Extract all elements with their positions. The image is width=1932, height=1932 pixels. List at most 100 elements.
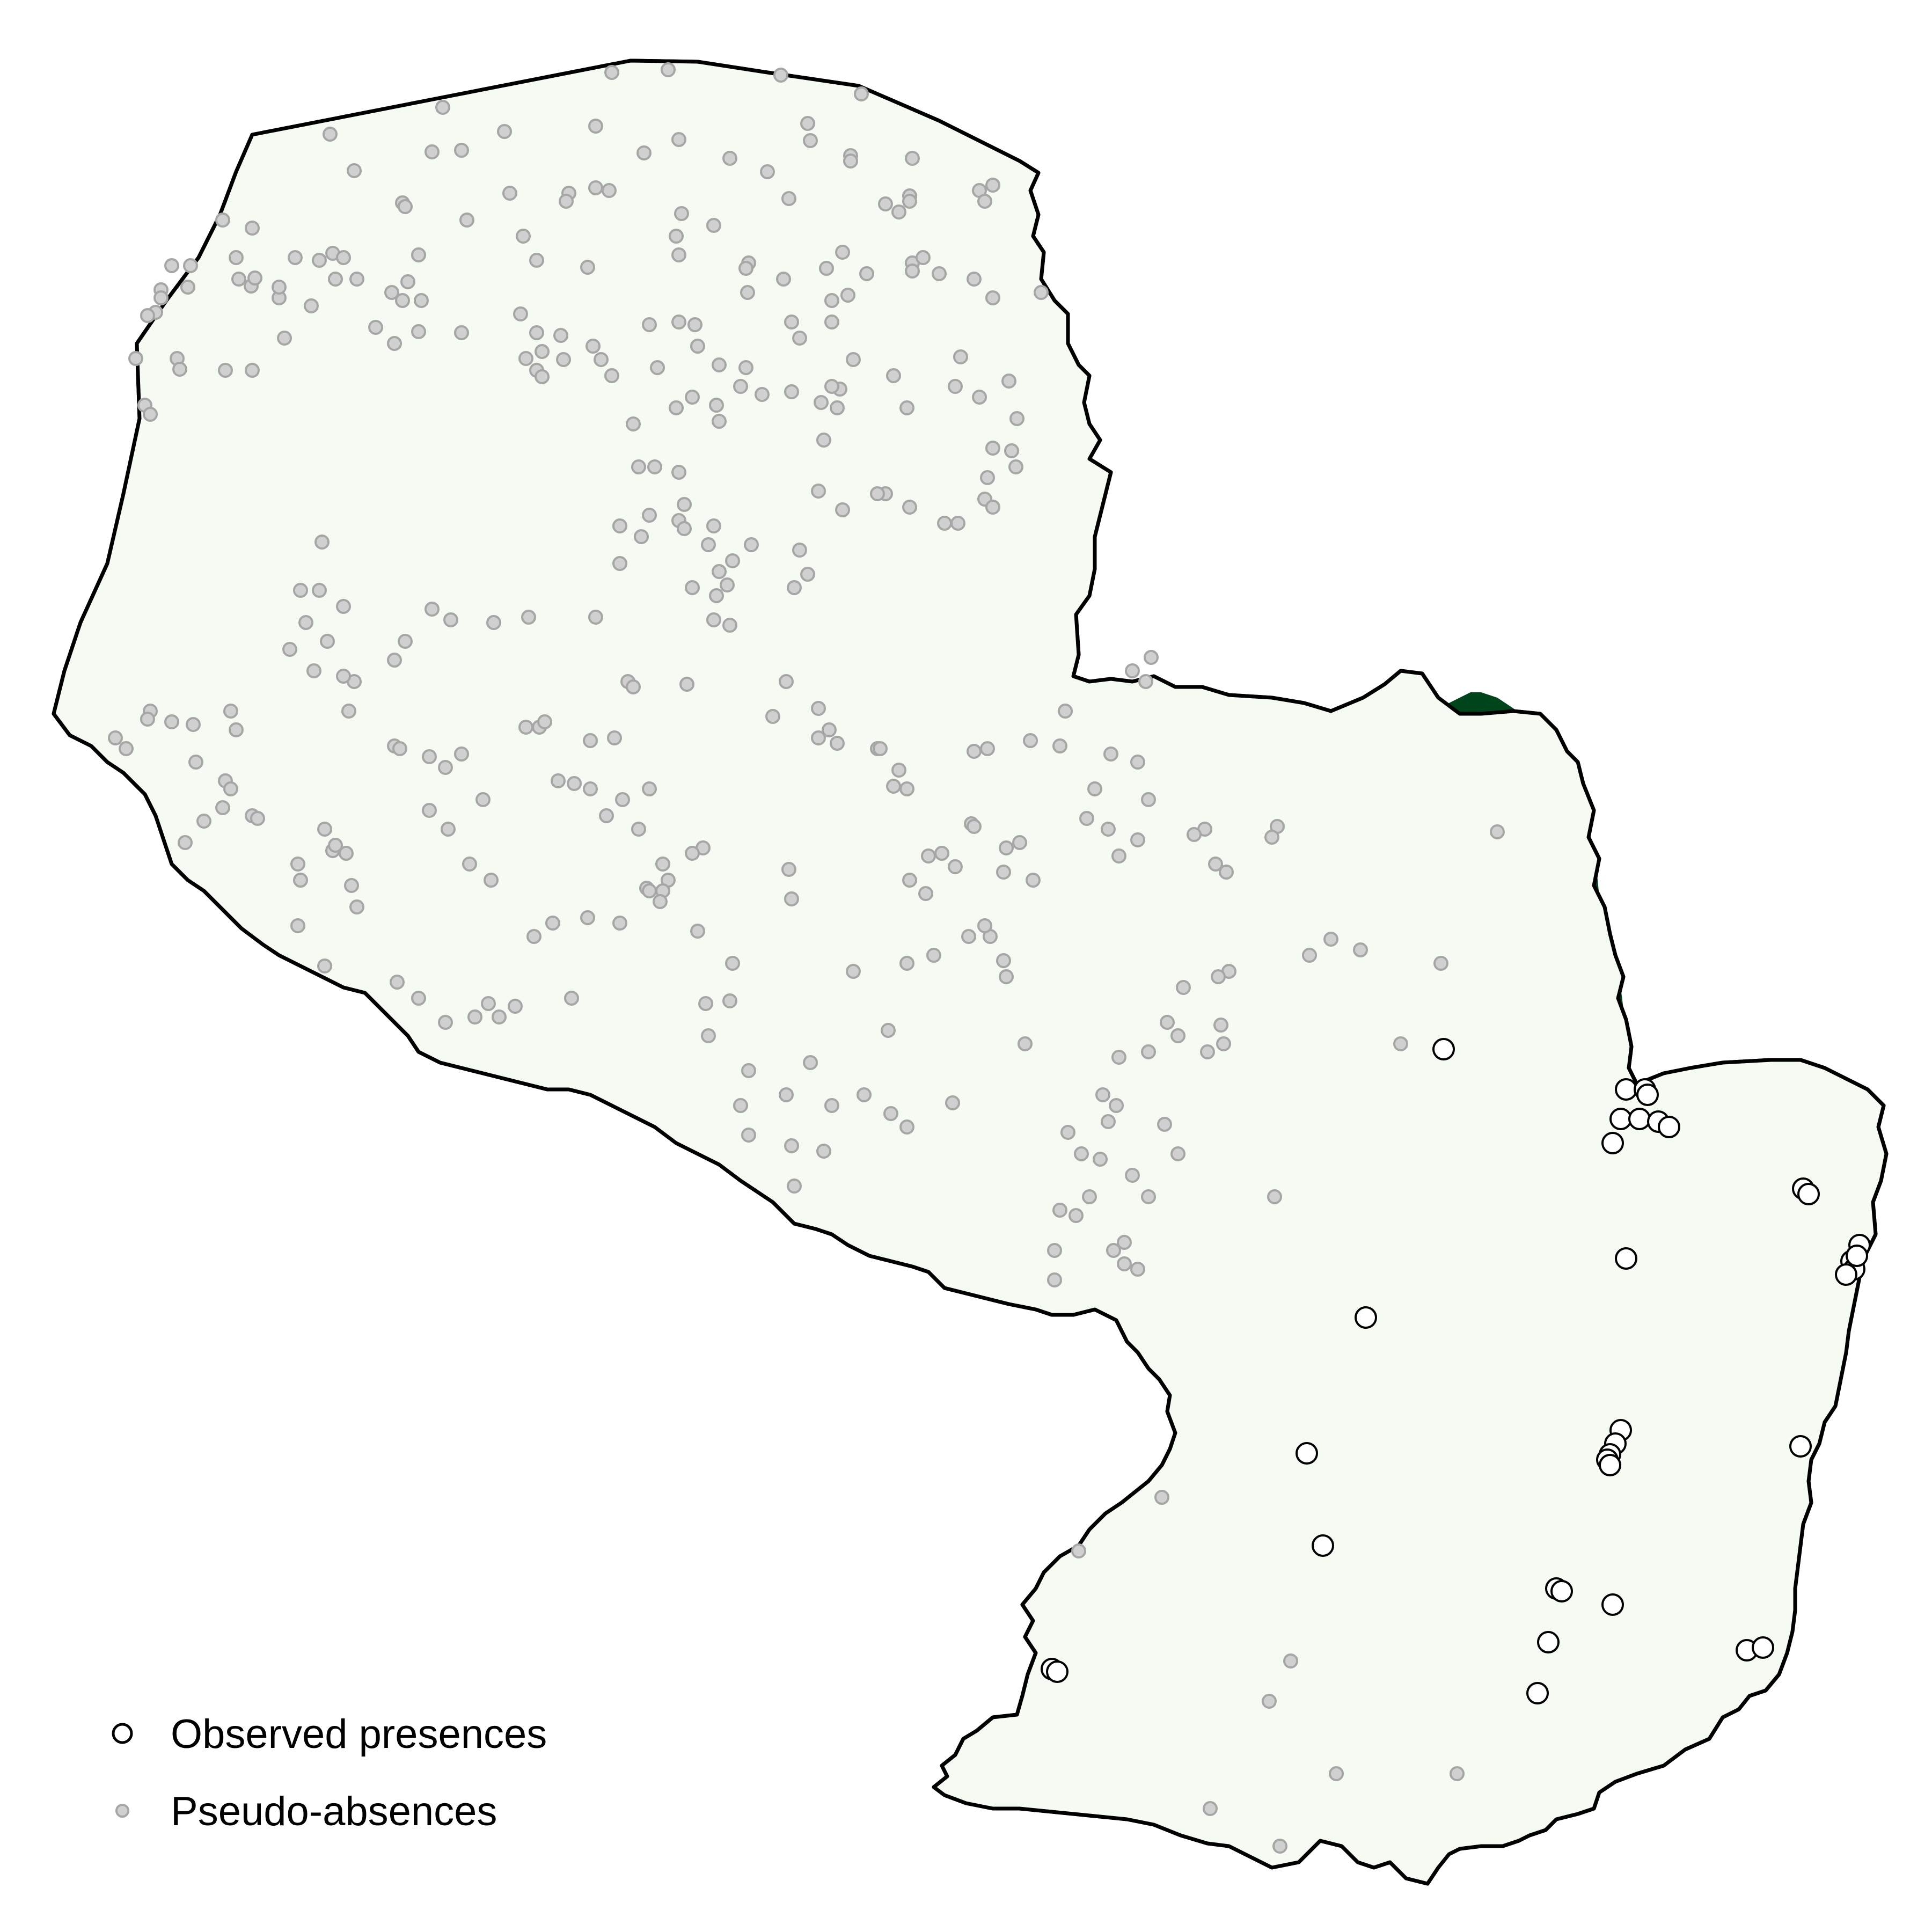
observed-presence-points	[1041, 1038, 1871, 1704]
pseudo-absence-point	[824, 379, 839, 394]
pseudo-absence-point	[967, 744, 982, 759]
pseudo-absence-point	[634, 529, 649, 544]
pseudo-absence-point	[899, 956, 914, 971]
pseudo-absence-point	[1012, 835, 1027, 850]
pseudo-absence-point	[972, 390, 987, 405]
pseudo-absence-point	[186, 717, 201, 732]
pseudo-absence-point	[1111, 1050, 1126, 1065]
pseudo-absence-point	[1001, 374, 1016, 389]
pseudo-absence-point	[588, 119, 603, 134]
pseudo-absence-point	[661, 62, 676, 77]
pseudo-absence-point	[899, 1119, 914, 1135]
pseudo-absence-point	[811, 484, 826, 499]
pseudo-absence-point	[816, 433, 831, 448]
pseudo-absence-point	[1130, 1262, 1145, 1277]
pseudo-absence-point	[784, 314, 799, 330]
pseudo-absence-point	[395, 293, 410, 308]
pseudo-absence-point	[784, 891, 799, 906]
pseudo-absence-point	[1060, 1125, 1075, 1140]
pseudo-absence-point	[738, 360, 753, 375]
pseudo-absence-point	[336, 669, 351, 684]
pseudo-absence-point	[1052, 738, 1067, 753]
pseudo-absence-point	[140, 308, 155, 323]
pseudo-absence-point	[1216, 1036, 1231, 1051]
pseudo-absence-point	[1026, 873, 1041, 888]
pseudo-absence-point	[846, 964, 861, 979]
presence-point	[1846, 1245, 1868, 1267]
pseudo-absence-point	[583, 733, 598, 748]
pseudo-absence-point	[172, 362, 187, 377]
pseudo-absence-point	[320, 634, 335, 649]
pseudo-absence-point	[642, 317, 657, 332]
pseudo-absence-point	[830, 400, 845, 415]
pseudo-absence-point	[612, 916, 627, 931]
pseudo-absence-point	[178, 835, 193, 850]
pseudo-absence-point	[1034, 285, 1049, 300]
pseudo-absence-point	[722, 151, 737, 166]
pseudo-absence-point	[687, 317, 702, 332]
pseudo-absence-point	[1283, 1653, 1298, 1668]
pseudo-absence-point	[475, 792, 491, 807]
pseudo-absence-point	[738, 261, 753, 276]
pseudo-absence-point	[722, 618, 737, 633]
pseudo-absence-point	[599, 808, 614, 823]
pseudo-absence-point	[1109, 1098, 1124, 1113]
pseudo-absence-point	[835, 245, 850, 260]
pseudo-absence-points	[108, 62, 1505, 1854]
pseudo-absence-point	[282, 642, 297, 657]
pseudo-absence-point	[948, 859, 963, 874]
pseudo-absence-point	[1170, 1146, 1185, 1161]
pseudo-absence-point	[414, 293, 429, 308]
pseudo-absence-point	[580, 910, 595, 925]
pseudo-absence-point	[899, 400, 914, 415]
pseudo-absence-point	[787, 580, 802, 595]
pseudo-absence-point	[290, 857, 305, 872]
pseudo-absence-point	[669, 229, 684, 244]
pseudo-absence-point	[792, 543, 807, 558]
pseudo-absence-point	[671, 132, 686, 147]
pseudo-absence-point	[312, 583, 327, 598]
pseudo-absence-point	[1079, 811, 1094, 826]
pseudo-absence-point	[824, 314, 839, 330]
pseudo-absence-point	[685, 846, 700, 861]
pseudo-absence-point	[516, 229, 531, 244]
pseudo-absence-point	[671, 247, 686, 262]
pseudo-absence-point	[1125, 1168, 1140, 1183]
pseudo-absence-point	[685, 580, 700, 595]
pseudo-absence-point	[690, 924, 705, 939]
pseudo-absence-point	[349, 899, 364, 914]
pseudo-absence-point	[642, 508, 657, 523]
presence-point	[1615, 1078, 1637, 1101]
pseudo-absence-point	[1323, 932, 1338, 947]
presence-point	[1636, 1084, 1659, 1106]
pseudo-absence-point	[317, 958, 332, 974]
pseudo-absence-point	[1141, 792, 1156, 807]
pseudo-absence-point	[1262, 1694, 1277, 1709]
pseudo-absence-point	[859, 266, 874, 281]
pseudo-absence-point	[722, 993, 737, 1008]
pseudo-absence-point	[196, 814, 211, 829]
pseudo-absence-point	[306, 663, 321, 678]
pseudo-absence-point	[459, 213, 474, 228]
pseudo-absence-point	[438, 1015, 453, 1030]
pseudo-absence-point	[773, 68, 788, 83]
pseudo-absence-point	[690, 339, 705, 354]
pseudo-absence-point	[1018, 1036, 1033, 1051]
pseudo-absence-point	[918, 886, 933, 901]
pseudo-absence-point	[341, 704, 356, 719]
pseudo-absence-point	[1008, 459, 1023, 474]
presence-point	[1752, 1636, 1774, 1659]
pseudo-absence-point	[298, 615, 313, 630]
presence-point	[1628, 1108, 1651, 1130]
presence-point	[1601, 1593, 1624, 1616]
pseudo-absence-point	[153, 290, 169, 305]
pseudo-absence-point	[787, 1179, 802, 1194]
presence-point	[1046, 1660, 1069, 1683]
pseudo-absence-point	[1490, 824, 1505, 839]
presence-point	[1797, 1183, 1820, 1205]
pseudo-absence-point	[934, 846, 949, 861]
pseudo-absence-point	[811, 730, 826, 745]
pseudo-absence-point	[1069, 1208, 1084, 1223]
pseudo-absence-point	[559, 194, 574, 209]
pseudo-absence-point	[247, 270, 262, 286]
